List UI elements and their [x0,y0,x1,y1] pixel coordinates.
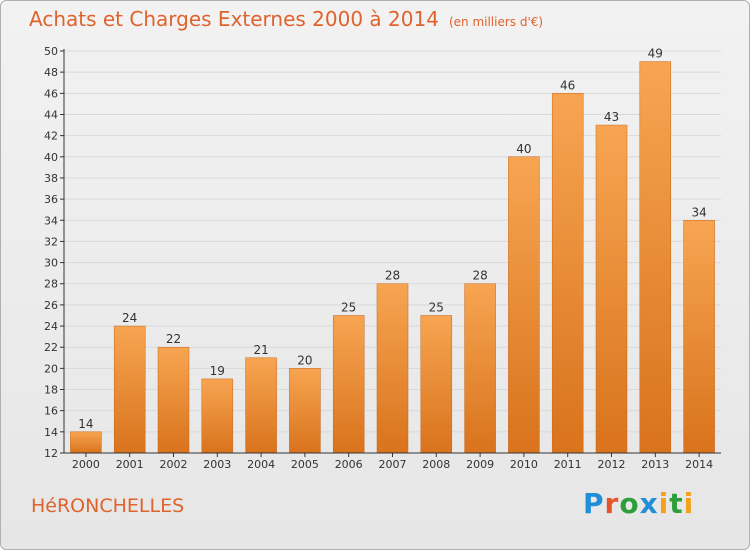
data-label: 25 [341,300,356,314]
bar [70,431,102,454]
x-tick-label: 2008 [422,458,450,471]
bar [420,315,453,454]
x-tick-label: 2000 [72,458,100,471]
x-tick-label: 2003 [203,458,231,471]
data-label: 21 [253,343,268,357]
y-tick-label: 40 [44,151,58,164]
y-tick-label: 14 [44,426,58,439]
logo-letter: r [604,487,620,520]
y-tick-label: 34 [44,214,58,227]
logo-letter: i [683,487,695,520]
y-tick-label: 32 [44,235,58,248]
logo-letter: x [639,487,659,520]
x-tick-label: 2005 [291,458,319,471]
data-label: 25 [429,300,444,314]
labels: 14 2000 24 2001 22 2002 19 2003 21 2004 20 2005 25 20… [72,47,713,471]
axes: 12 14 16 18 20 22 24 26 28 30 32 34 36 38 40 42 44 46 48 50 [44,45,721,460]
chart-title: Achats et Charges Externes 2000 à 2014 (e… [29,7,543,31]
bar [201,378,234,454]
y-tick-label: 44 [44,108,58,121]
y-tick-label: 36 [44,193,58,206]
y-tick-label: 18 [44,384,58,397]
bar [245,357,277,454]
data-label: 46 [560,78,575,92]
x-tick-label: 2014 [685,458,713,471]
logo-letter: t [669,487,684,520]
y-tick-label: 16 [44,405,58,418]
commune-name: HéRONCHELLES [31,495,185,517]
logo-letter: o [619,487,640,520]
data-label: 19 [210,364,225,378]
x-tick-label: 2012 [598,458,626,471]
y-tick-label: 30 [44,257,58,270]
bar [332,315,365,454]
data-label: 22 [166,332,181,346]
bars [70,61,715,454]
data-label: 49 [648,47,663,61]
x-tick-label: 2006 [335,458,363,471]
y-tick-label: 46 [44,87,58,100]
x-tick-label: 2004 [247,458,275,471]
bar [289,368,321,454]
bar [464,283,496,454]
bar [551,93,584,454]
y-tick-label: 26 [44,299,58,312]
x-tick-label: 2002 [160,458,188,471]
data-label: 20 [297,353,312,367]
x-tick-label: 2010 [510,458,538,471]
y-tick-label: 20 [44,362,58,375]
y-tick-label: 24 [44,320,58,333]
x-tick-label: 2009 [466,458,494,471]
chart-title-text: Achats et Charges Externes 2000 à 2014 [29,7,439,31]
data-label: 14 [78,417,93,431]
logo-letter: i [658,487,670,520]
proxiti-logo: Proxiti [583,487,694,520]
y-tick-label: 22 [44,341,58,354]
data-label: 24 [122,311,137,325]
y-tick-label: 50 [44,45,58,58]
bar [157,346,190,454]
y-tick-label: 42 [44,130,58,143]
data-label: 28 [385,269,400,283]
bar [376,283,409,454]
y-tick-label: 28 [44,278,58,291]
chart-unit-label: (en milliers d'€) [448,15,544,29]
bar [683,220,715,454]
data-label: 34 [691,205,706,219]
data-label: 28 [472,269,487,283]
x-tick-label: 2013 [641,458,669,471]
bar [595,124,628,454]
x-tick-label: 2007 [379,458,407,471]
y-tick-label: 12 [44,447,58,460]
logo-letter: P [583,487,605,520]
x-tick-label: 2011 [554,458,582,471]
y-tick-label: 48 [44,66,58,79]
x-tick-label: 2001 [116,458,144,471]
bar [639,61,672,454]
bar [508,156,540,454]
data-label: 40 [516,142,531,156]
bar [113,325,146,454]
y-tick-label: 38 [44,172,58,185]
data-label: 43 [604,110,619,124]
